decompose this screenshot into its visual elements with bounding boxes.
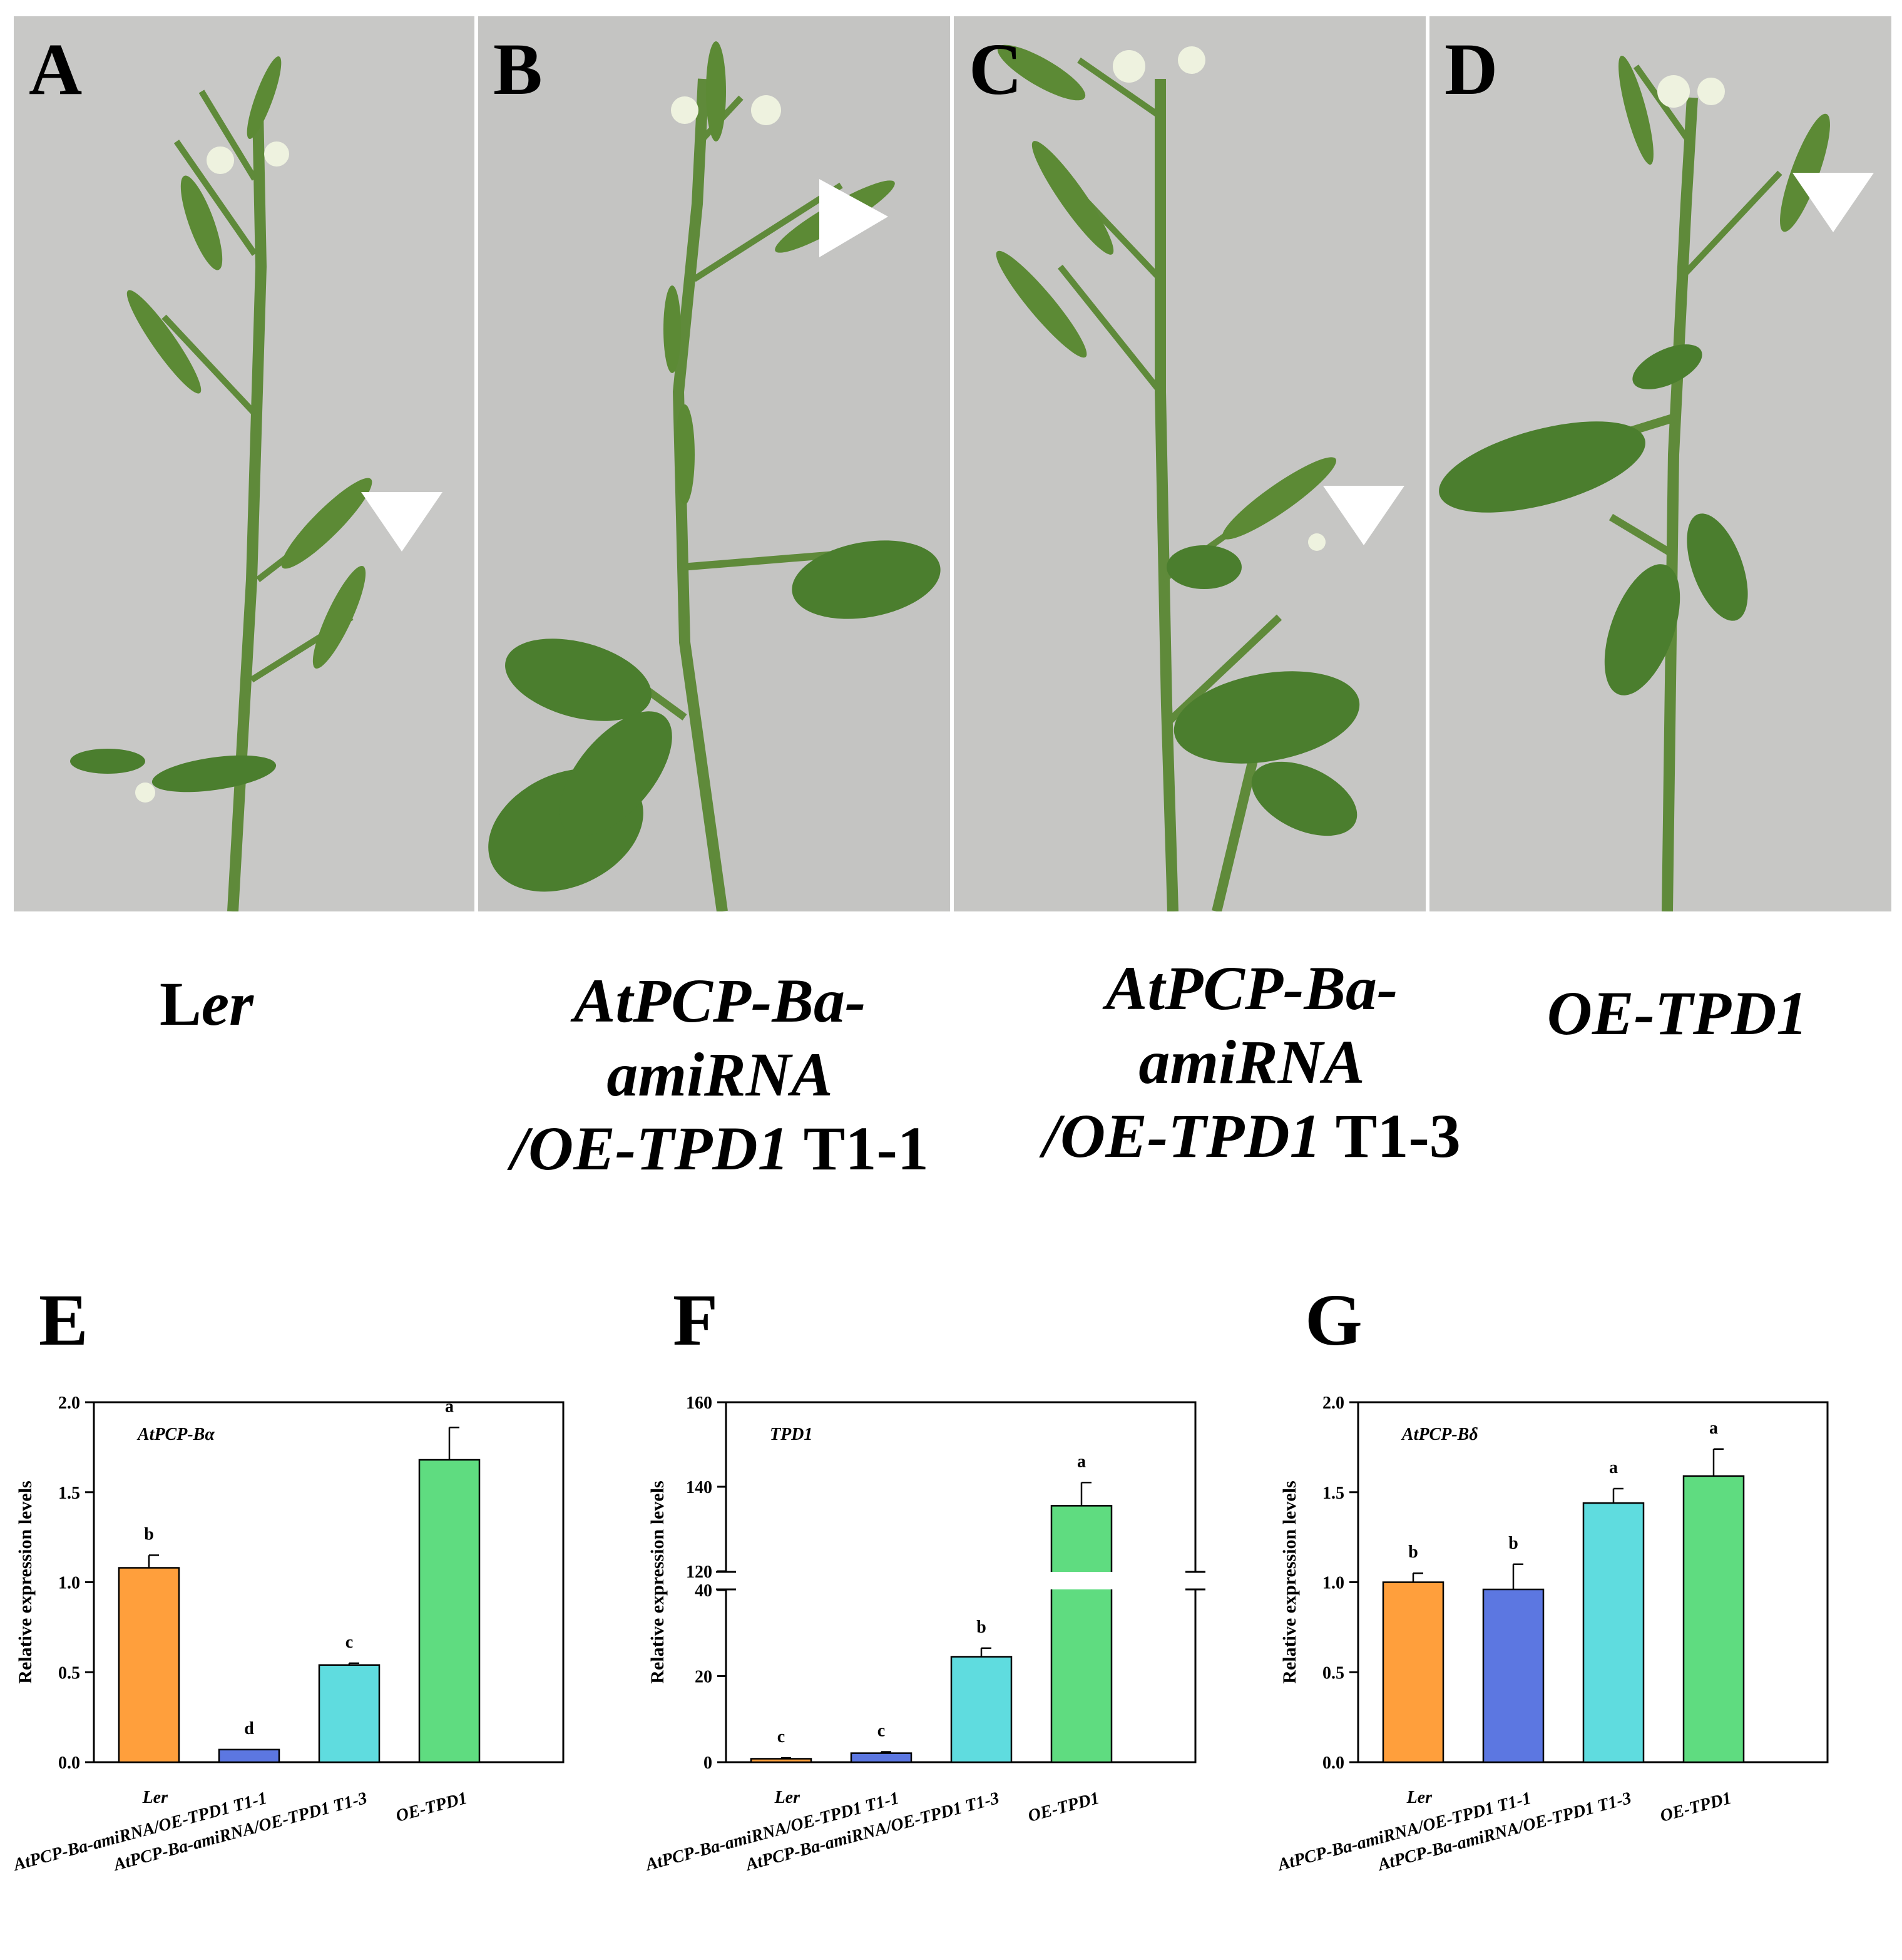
y-tick-label: 2.0 — [1322, 1393, 1344, 1413]
caption-b: AtPCP-Ba-amiRNA/OE-TPD1 T1-1 — [451, 964, 989, 1186]
y-tick-label: 1.0 — [1322, 1574, 1344, 1593]
arrowhead-icon — [1323, 486, 1404, 545]
bar — [750, 1758, 812, 1763]
panel-letter-b: B — [493, 28, 543, 110]
caption-line: /OE-TPD1 T1-3 — [983, 1099, 1521, 1173]
bar — [1050, 1505, 1113, 1763]
photo-panel-b: B — [478, 16, 950, 911]
caption-line: /OE-TPD1 T1-1 — [451, 1112, 989, 1186]
significance-letter: a — [1609, 1458, 1618, 1477]
y-tick-label: 140 — [686, 1478, 712, 1497]
y-axis-label: Relative expression levels — [1279, 1480, 1300, 1683]
bar — [1682, 1475, 1745, 1763]
significance-letter: b — [1508, 1534, 1518, 1553]
y-tick-label: 1.5 — [1322, 1484, 1344, 1503]
category-label: OE-TPD1 — [1026, 1788, 1102, 1826]
arrowhead-icon — [361, 492, 442, 552]
y-tick-label: 120 — [686, 1562, 712, 1582]
caption-line: Ler — [88, 967, 325, 1041]
caption-segment: T1-1 — [789, 1114, 929, 1183]
caption-segment: amiRNA — [606, 1040, 833, 1109]
significance-letter: d — [244, 1719, 254, 1738]
y-tick-label: 1.5 — [58, 1484, 80, 1503]
caption-line: AtPCP-Ba- — [983, 952, 1521, 1025]
chart-g: 0.0 0.5 1.0 1.5 2.0 Relative expression level… — [1274, 1393, 1829, 1875]
panel-letter-a: A — [29, 28, 83, 110]
y-tick-label: 1.0 — [58, 1574, 80, 1593]
gene-annotation: TPD1 — [770, 1425, 812, 1444]
y-tick-label: 0.0 — [58, 1753, 80, 1773]
bar — [950, 1656, 1013, 1763]
bar — [1382, 1581, 1444, 1763]
significance-letter: a — [445, 1397, 454, 1416]
y-axis-label: Relative expression levels — [15, 1480, 36, 1683]
significance-letter: b — [1408, 1542, 1418, 1562]
caption-segment: amiRNA — [1138, 1027, 1365, 1097]
caption-d: OE-TPD1 — [1502, 977, 1853, 1050]
significance-letter: c — [877, 1721, 885, 1741]
y-tick-label: 0 — [703, 1753, 712, 1773]
category-label: Ler — [142, 1788, 169, 1807]
panel-letter-d: D — [1444, 28, 1498, 110]
chart-e: 0.0 0.5 1.0 1.5 2.0 Relative expression level… — [10, 1393, 565, 1875]
significance-letter: b — [144, 1524, 154, 1544]
y-tick-label: 20 — [695, 1668, 712, 1687]
caption-line: amiRNA — [451, 1038, 989, 1112]
category-label: Ler — [774, 1788, 801, 1807]
bar — [118, 1567, 180, 1763]
caption-c: AtPCP-Ba-amiRNA/OE-TPD1 T1-3 — [983, 952, 1521, 1173]
category-label: Ler — [1406, 1788, 1433, 1807]
caption-segment: /OE-TPD1 — [1043, 1101, 1321, 1171]
caption-segment: OE-TPD1 — [1547, 978, 1808, 1048]
y-axis-label: Relative expression levels — [647, 1480, 668, 1683]
photo-panel-d: D — [1429, 16, 1891, 911]
caption-segment: /OE-TPD1 — [511, 1114, 789, 1183]
bar — [418, 1459, 481, 1763]
category-label: OE-TPD1 — [1658, 1788, 1734, 1826]
arrowhead-icon — [1792, 173, 1874, 232]
caption-line: OE-TPD1 — [1502, 977, 1853, 1050]
significance-letter: a — [1077, 1452, 1086, 1471]
caption-line: amiRNA — [983, 1025, 1521, 1099]
y-tick-label: 0.0 — [1322, 1753, 1344, 1773]
bar — [218, 1748, 280, 1763]
plant-photo-t1-3 — [954, 16, 1426, 911]
y-tick-label: 0.5 — [58, 1663, 80, 1683]
bar — [850, 1752, 913, 1763]
panel-letter-e: E — [39, 1279, 88, 1361]
caption-segment: T1-3 — [1321, 1101, 1461, 1171]
plant-photo-t1-1 — [478, 16, 950, 911]
panel-letter-g: G — [1305, 1279, 1363, 1361]
panel-letter-f: F — [673, 1279, 718, 1361]
significance-letter: a — [1709, 1419, 1718, 1438]
y-tick-label: 160 — [686, 1393, 712, 1413]
significance-letter: c — [777, 1727, 785, 1747]
caption-segment: er — [201, 969, 253, 1039]
panel-letter-c: C — [969, 28, 1023, 110]
gene-annotation: AtPCP-Bα — [136, 1425, 215, 1444]
arrowhead-icon — [819, 179, 888, 257]
significance-letter: b — [976, 1618, 986, 1637]
plant-photo-oe-tpd1 — [1429, 16, 1891, 911]
photo-panel-c: C — [954, 16, 1426, 911]
bar — [1482, 1588, 1545, 1763]
category-label: OE-TPD1 — [394, 1788, 469, 1826]
caption-line: AtPCP-Ba- — [451, 964, 989, 1038]
gene-annotation: AtPCP-Bδ — [1401, 1425, 1478, 1444]
bar — [318, 1664, 381, 1763]
caption-segment: AtPCP-Ba- — [573, 966, 866, 1035]
bar — [1582, 1502, 1645, 1763]
y-tick-label: 2.0 — [58, 1393, 80, 1413]
y-tick-label: 0.5 — [1322, 1663, 1344, 1683]
caption-a: Ler — [88, 967, 325, 1041]
caption-segment: AtPCP-Ba- — [1105, 953, 1398, 1023]
y-tick-label: 40 — [695, 1581, 712, 1601]
axis-break-gap — [713, 1572, 1208, 1589]
photo-panel-a: A — [14, 16, 474, 911]
caption-segment: L — [159, 969, 202, 1039]
plant-photo-ler — [14, 16, 474, 911]
significance-letter: c — [345, 1633, 353, 1652]
